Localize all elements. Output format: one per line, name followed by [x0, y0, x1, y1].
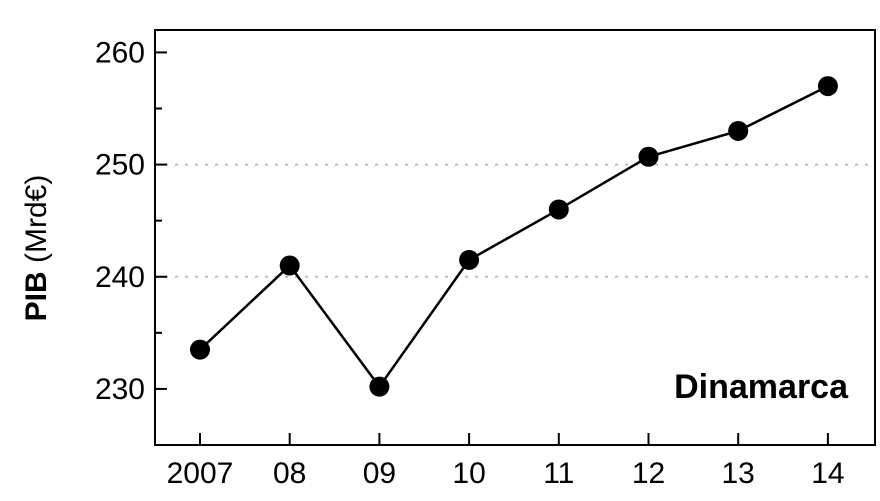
x-tick-label: 09: [363, 457, 396, 490]
data-point: [190, 339, 210, 360]
y-axis-label: PIB (Mrd€): [20, 175, 53, 322]
series-line: [199, 84, 829, 389]
y-tick-label: 260: [95, 36, 145, 69]
data-point: [279, 255, 300, 276]
tick-layer: 230 240 250 260 2007 08 09 10 11 12 13 14: [95, 36, 845, 490]
data-point: [728, 120, 749, 141]
y-axis-label-bold: PIB: [20, 271, 53, 321]
data-point: [369, 376, 390, 397]
series-layer: [190, 76, 838, 397]
x-tick-label: 10: [452, 457, 485, 490]
x-tick-label: 08: [273, 457, 306, 490]
x-tick-label: 11: [543, 457, 574, 490]
chart-annotation: Dinamarca: [674, 368, 849, 406]
y-axis-label-unit: (Mrd€): [20, 175, 53, 272]
x-tick-label: 14: [811, 457, 844, 490]
data-point: [638, 146, 659, 167]
data-point: [459, 249, 480, 270]
grid-layer: [155, 163, 875, 278]
data-point: [817, 76, 838, 97]
data-point: [548, 199, 569, 220]
y-tick-label: 240: [95, 261, 145, 294]
y-tick-label: 250: [95, 149, 145, 182]
y-tick-label: 230: [95, 373, 145, 406]
x-tick-label: 13: [722, 457, 755, 490]
plot-frame: [154, 29, 876, 446]
x-tick-label: 12: [632, 457, 665, 490]
x-tick-label: 2007: [167, 457, 234, 490]
